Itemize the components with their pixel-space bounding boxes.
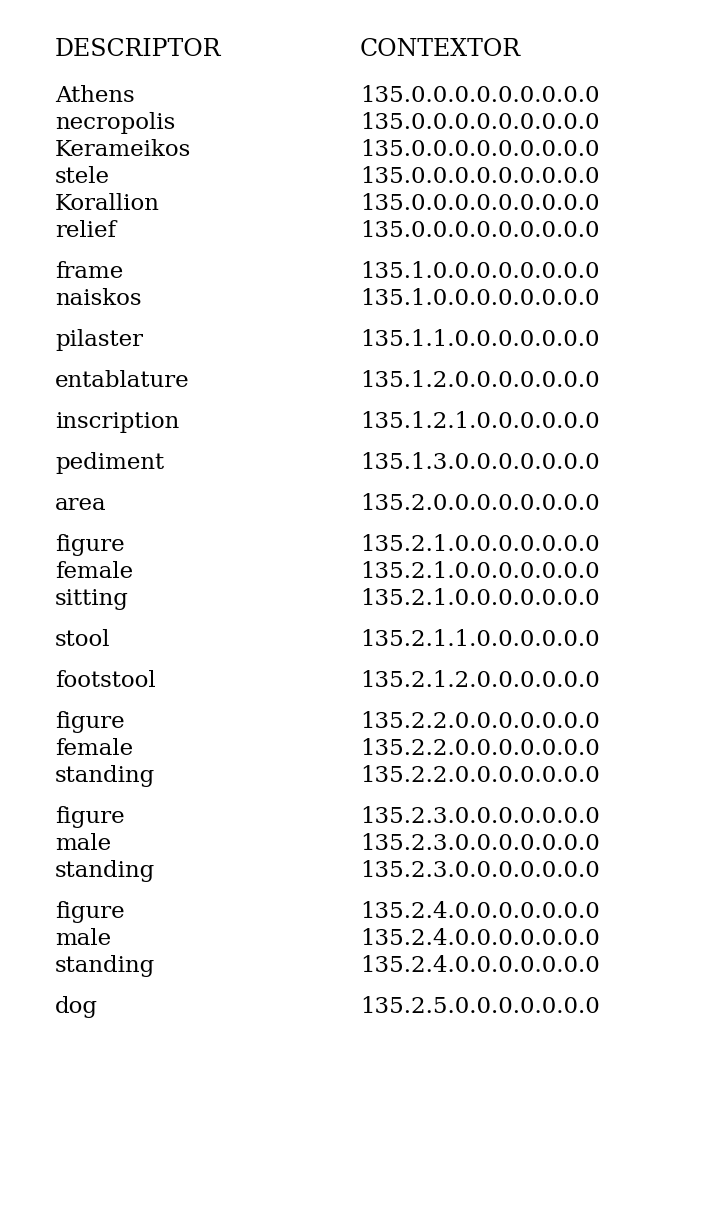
- Text: stool: stool: [55, 628, 111, 650]
- Text: standing: standing: [55, 765, 155, 787]
- Text: inscription: inscription: [55, 410, 180, 434]
- Text: 135.2.3.0.0.0.0.0.0.0: 135.2.3.0.0.0.0.0.0.0: [360, 806, 600, 828]
- Text: figure: figure: [55, 901, 125, 923]
- Text: male: male: [55, 928, 111, 950]
- Text: 135.2.2.0.0.0.0.0.0.0: 135.2.2.0.0.0.0.0.0.0: [360, 765, 600, 787]
- Text: necropolis: necropolis: [55, 112, 175, 134]
- Text: naiskos: naiskos: [55, 287, 141, 311]
- Text: 135.2.2.0.0.0.0.0.0.0: 135.2.2.0.0.0.0.0.0.0: [360, 711, 600, 733]
- Text: 135.1.2.1.0.0.0.0.0.0: 135.1.2.1.0.0.0.0.0.0: [360, 410, 600, 434]
- Text: 135.0.0.0.0.0.0.0.0.0: 135.0.0.0.0.0.0.0.0.0: [360, 166, 600, 188]
- Text: 135.2.3.0.0.0.0.0.0.0: 135.2.3.0.0.0.0.0.0.0: [360, 860, 600, 882]
- Text: frame: frame: [55, 261, 123, 283]
- Text: relief: relief: [55, 220, 116, 242]
- Text: 135.2.5.0.0.0.0.0.0.0: 135.2.5.0.0.0.0.0.0.0: [360, 996, 600, 1018]
- Text: standing: standing: [55, 860, 155, 882]
- Text: 135.2.4.0.0.0.0.0.0.0: 135.2.4.0.0.0.0.0.0.0: [360, 928, 600, 950]
- Text: Athens: Athens: [55, 85, 135, 107]
- Text: standing: standing: [55, 955, 155, 977]
- Text: Korallion: Korallion: [55, 192, 160, 216]
- Text: 135.0.0.0.0.0.0.0.0.0: 135.0.0.0.0.0.0.0.0.0: [360, 192, 600, 216]
- Text: 135.1.0.0.0.0.0.0.0.0: 135.1.0.0.0.0.0.0.0.0: [360, 261, 600, 283]
- Text: entablature: entablature: [55, 370, 190, 392]
- Text: figure: figure: [55, 533, 125, 555]
- Text: stele: stele: [55, 166, 110, 188]
- Text: 135.2.1.2.0.0.0.0.0.0: 135.2.1.2.0.0.0.0.0.0: [360, 670, 600, 692]
- Text: 135.2.0.0.0.0.0.0.0.0: 135.2.0.0.0.0.0.0.0.0: [360, 493, 600, 515]
- Text: 135.0.0.0.0.0.0.0.0.0: 135.0.0.0.0.0.0.0.0.0: [360, 112, 600, 134]
- Text: figure: figure: [55, 806, 125, 828]
- Text: 135.2.4.0.0.0.0.0.0.0: 135.2.4.0.0.0.0.0.0.0: [360, 901, 600, 923]
- Text: 135.2.3.0.0.0.0.0.0.0: 135.2.3.0.0.0.0.0.0.0: [360, 833, 600, 855]
- Text: 135.2.1.1.0.0.0.0.0.0: 135.2.1.1.0.0.0.0.0.0: [360, 628, 600, 650]
- Text: 135.0.0.0.0.0.0.0.0.0: 135.0.0.0.0.0.0.0.0.0: [360, 220, 600, 242]
- Text: Kerameikos: Kerameikos: [55, 139, 191, 161]
- Text: 135.2.1.0.0.0.0.0.0.0: 135.2.1.0.0.0.0.0.0.0: [360, 588, 600, 610]
- Text: male: male: [55, 833, 111, 855]
- Text: female: female: [55, 738, 133, 760]
- Text: female: female: [55, 561, 133, 583]
- Text: figure: figure: [55, 711, 125, 733]
- Text: sitting: sitting: [55, 588, 129, 610]
- Text: 135.0.0.0.0.0.0.0.0.0: 135.0.0.0.0.0.0.0.0.0: [360, 139, 600, 161]
- Text: pediment: pediment: [55, 452, 164, 474]
- Text: 135.0.0.0.0.0.0.0.0.0: 135.0.0.0.0.0.0.0.0.0: [360, 85, 600, 107]
- Text: pilaster: pilaster: [55, 329, 143, 351]
- Text: DESCRIPTOR: DESCRIPTOR: [55, 38, 221, 61]
- Text: footstool: footstool: [55, 670, 156, 692]
- Text: area: area: [55, 493, 107, 515]
- Text: 135.1.3.0.0.0.0.0.0.0: 135.1.3.0.0.0.0.0.0.0: [360, 452, 600, 474]
- Text: 135.2.4.0.0.0.0.0.0.0: 135.2.4.0.0.0.0.0.0.0: [360, 955, 600, 977]
- Text: 135.2.1.0.0.0.0.0.0.0: 135.2.1.0.0.0.0.0.0.0: [360, 561, 600, 583]
- Text: 135.2.2.0.0.0.0.0.0.0: 135.2.2.0.0.0.0.0.0.0: [360, 738, 600, 760]
- Text: 135.1.2.0.0.0.0.0.0.0: 135.1.2.0.0.0.0.0.0.0: [360, 370, 600, 392]
- Text: CONTEXTOR: CONTEXTOR: [360, 38, 521, 61]
- Text: 135.2.1.0.0.0.0.0.0.0: 135.2.1.0.0.0.0.0.0.0: [360, 533, 600, 555]
- Text: 135.1.0.0.0.0.0.0.0.0: 135.1.0.0.0.0.0.0.0.0: [360, 287, 600, 311]
- Text: 135.1.1.0.0.0.0.0.0.0: 135.1.1.0.0.0.0.0.0.0: [360, 329, 600, 351]
- Text: dog: dog: [55, 996, 98, 1018]
